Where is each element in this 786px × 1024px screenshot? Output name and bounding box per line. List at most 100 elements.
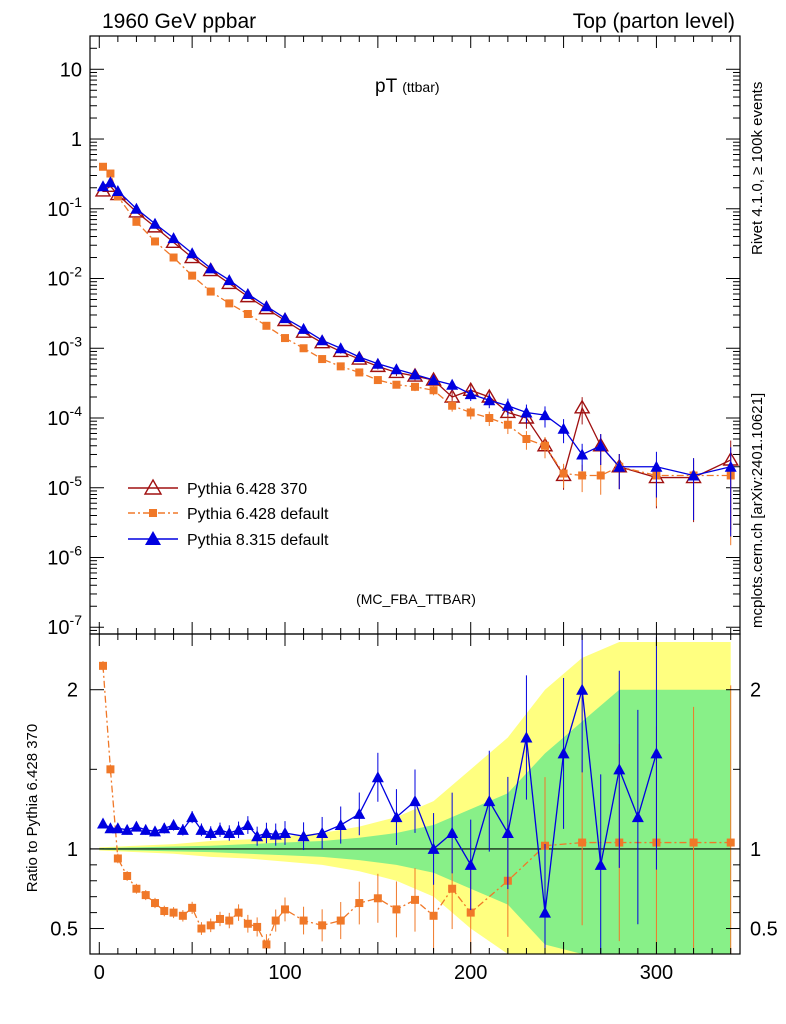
main-ytick-label-exp: -7 — [70, 612, 83, 628]
ratio-point — [214, 823, 226, 835]
ratio-point — [464, 858, 477, 870]
main-point — [104, 176, 117, 188]
ratio-point — [241, 819, 254, 831]
main-ytick-label: 1 — [71, 129, 82, 151]
main-ytick-label-base: 10 — [47, 547, 69, 569]
ratio-point — [123, 871, 132, 880]
main-point — [299, 344, 308, 353]
legend-entry-p6-default: Pythia 6.428 default — [128, 506, 329, 523]
ratio-point — [726, 838, 735, 847]
ratio-point — [448, 884, 457, 893]
main-point — [206, 287, 215, 296]
main-point — [353, 350, 366, 362]
main-point — [204, 262, 217, 274]
ratio-point — [299, 916, 308, 925]
main-point — [485, 414, 494, 423]
main-point — [427, 374, 440, 386]
ratio-ytick-label-right: 0.5 — [750, 919, 778, 941]
ratio-point — [151, 899, 159, 908]
ratio-point — [204, 827, 217, 839]
ratio-point — [269, 828, 282, 840]
ratio-point — [576, 683, 589, 695]
main-ytick-label-exp: -5 — [70, 473, 83, 489]
rivet-label: Rivet 4.1.0, ≥ 100k events — [749, 82, 766, 255]
ratio-point — [279, 827, 291, 839]
ratio-point — [336, 916, 345, 925]
main-ytick-label-exp: -1 — [70, 194, 83, 210]
ratio-series-layer — [97, 634, 735, 954]
ratio-point — [371, 771, 384, 783]
main-point — [429, 386, 438, 395]
ratio-xtick-label: 100 — [268, 962, 301, 984]
ratio-ytick-label: 2 — [67, 680, 78, 702]
ratio-point — [429, 911, 438, 920]
ratio-point — [225, 916, 234, 925]
main-point — [559, 469, 568, 478]
ratio-point — [141, 891, 150, 900]
main-point — [111, 184, 124, 196]
ratio-point — [97, 817, 109, 829]
main-point — [262, 321, 271, 330]
ratio-point — [178, 911, 187, 920]
main-point — [576, 448, 589, 460]
main-line-pythia-6-428-370 — [102, 185, 731, 479]
main-point — [409, 368, 421, 380]
main-title-sub: (ttbar) — [402, 79, 439, 95]
main-ytick-label-base: 10 — [47, 617, 69, 639]
analysis-label: (MC_FBA_TTBAR) — [356, 591, 476, 607]
main-point — [169, 253, 178, 262]
main-point — [149, 217, 161, 229]
main-point — [336, 362, 345, 371]
main-ytick-label-exp: -6 — [70, 542, 83, 558]
ratio-point — [234, 908, 243, 917]
main-ytick-label-exp: -2 — [70, 264, 83, 280]
ratio-xtick-label: 200 — [454, 962, 487, 984]
ratio-point — [271, 916, 280, 925]
header-right-label: Top (parton level) — [573, 10, 735, 33]
main-point — [613, 460, 626, 472]
main-point — [223, 274, 236, 286]
main-ytick-label: 10-4 — [47, 403, 82, 430]
main-point — [650, 460, 663, 472]
main-point — [724, 460, 737, 472]
main-point — [392, 380, 401, 389]
main-point — [151, 237, 159, 246]
main-ytick-label-exp: -4 — [70, 403, 83, 419]
mcplots-label: mcplots.cern.ch [arXiv:2401.10621] — [749, 393, 766, 628]
ratio-point — [353, 807, 366, 819]
ratio-point — [139, 823, 152, 835]
main-point — [316, 334, 329, 346]
main-point — [281, 334, 289, 343]
main-point — [596, 471, 605, 480]
main-title: pT (ttbar) — [375, 76, 440, 97]
ratio-point — [232, 823, 245, 835]
main-ytick-label-base: 10 — [47, 408, 69, 430]
main-point — [355, 368, 364, 377]
ratio-point — [132, 884, 141, 893]
ratio-point — [631, 811, 644, 823]
ratio-xtick-label: 0 — [94, 962, 105, 984]
ratio-point — [206, 921, 215, 930]
ratio-point — [613, 763, 626, 775]
main-point — [241, 287, 254, 299]
main-series-layer — [94, 162, 739, 546]
ratio-series-pythia-8-315-default — [97, 634, 663, 954]
main-line-pythia-6-428-default — [102, 166, 731, 477]
main-point — [539, 409, 551, 421]
ratio-point — [281, 905, 289, 914]
main-point — [318, 355, 327, 364]
ratio-point — [169, 908, 178, 917]
ratio-point — [188, 903, 197, 912]
main-point — [390, 363, 403, 375]
main-ytick-label: 10 — [60, 59, 82, 81]
ratio-point — [251, 830, 264, 842]
ratio-point — [297, 830, 310, 842]
ratio-point — [195, 823, 208, 835]
ratio-point — [501, 827, 514, 839]
main-point — [499, 404, 517, 419]
main-point — [503, 420, 512, 429]
main-point — [371, 357, 384, 369]
main-point — [188, 271, 197, 280]
main-point — [411, 382, 419, 391]
main-title-main: pT — [375, 76, 398, 97]
